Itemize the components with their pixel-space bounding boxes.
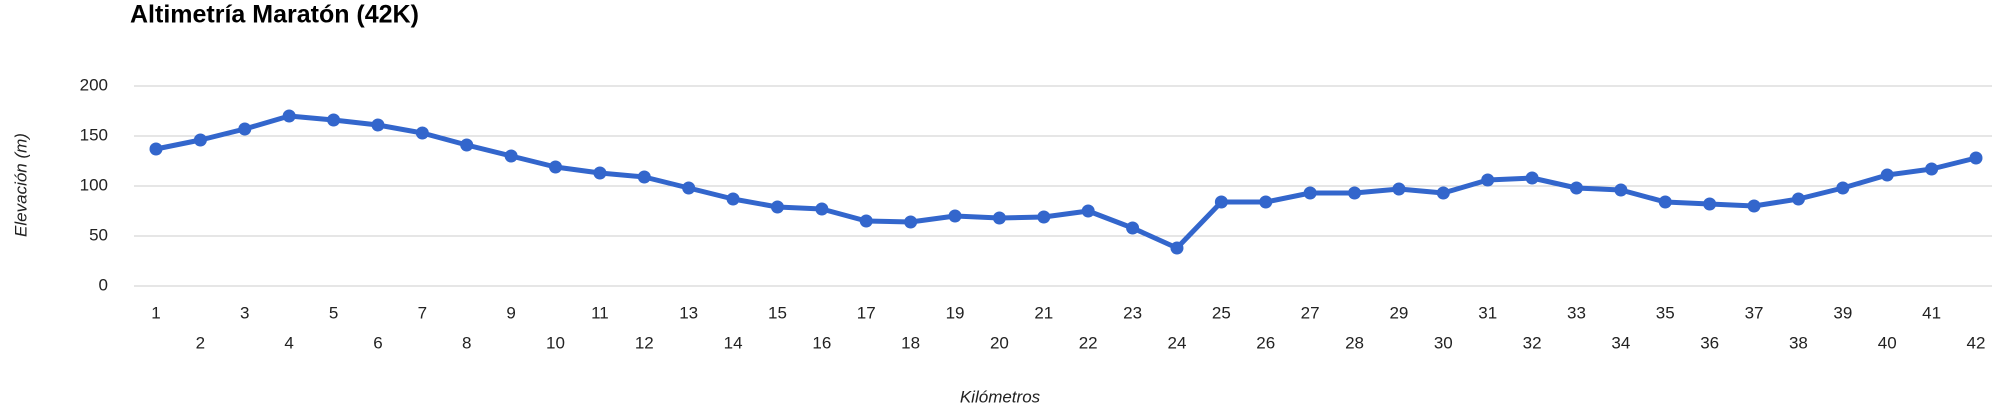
x-tick-label: 27	[1301, 303, 1320, 322]
point	[1703, 197, 1717, 211]
point	[193, 133, 207, 147]
point	[149, 142, 163, 156]
point	[1658, 195, 1672, 209]
y-tick-label: 0	[99, 275, 108, 294]
point	[1126, 221, 1140, 235]
x-tick-label: 40	[1878, 333, 1897, 352]
x-axis-title: Kilómetros	[960, 387, 1041, 406]
x-tick-label: 10	[546, 333, 565, 352]
point	[327, 113, 341, 127]
x-tick-label: 19	[946, 303, 965, 322]
x-tick-label: 31	[1478, 303, 1497, 322]
y-tick-label: 200	[80, 75, 108, 94]
x-tick-label: 28	[1345, 333, 1364, 352]
point	[1436, 186, 1450, 200]
point	[682, 181, 696, 195]
point	[1791, 192, 1805, 206]
point	[859, 214, 873, 228]
point	[460, 138, 474, 152]
x-tick-label: 21	[1034, 303, 1053, 322]
x-tick-label: 38	[1789, 333, 1808, 352]
x-tick-label: 7	[418, 303, 427, 322]
point	[371, 118, 385, 132]
x-tick-label: 18	[901, 333, 920, 352]
x-tick-label: 14	[724, 333, 743, 352]
x-tick-label: 12	[635, 333, 654, 352]
point	[1836, 181, 1850, 195]
point	[593, 166, 607, 180]
x-tick-label: 30	[1434, 333, 1453, 352]
x-tick-label: 29	[1389, 303, 1408, 322]
x-tick-label: 1	[151, 303, 160, 322]
x-tick-label: 25	[1212, 303, 1231, 322]
x-tick-label: 20	[990, 333, 1009, 352]
point	[1303, 186, 1317, 200]
point	[904, 215, 918, 229]
x-tick-label: 8	[462, 333, 471, 352]
point	[1525, 171, 1539, 185]
point	[637, 170, 651, 184]
chart-title: Altimetría Maratón (42K)	[130, 1, 419, 29]
x-tick-label: 9	[506, 303, 515, 322]
point	[415, 126, 429, 140]
point	[1969, 151, 1983, 165]
point	[1037, 210, 1051, 224]
x-tick-label: 26	[1256, 333, 1275, 352]
x-tick-label: 3	[240, 303, 249, 322]
x-tick-label: 4	[284, 333, 293, 352]
x-tick-label: 11	[591, 303, 609, 322]
point	[1925, 162, 1939, 176]
point	[948, 209, 962, 223]
point	[726, 192, 740, 206]
point	[1170, 241, 1184, 255]
x-tick-label: 35	[1656, 303, 1675, 322]
x-tick-label: 22	[1079, 333, 1098, 352]
x-tick-label: 15	[768, 303, 787, 322]
x-tick-label: 36	[1700, 333, 1719, 352]
point	[1481, 173, 1495, 187]
point	[1569, 181, 1583, 195]
x-tick-label: 41	[1922, 303, 1941, 322]
x-tick-label: 23	[1123, 303, 1142, 322]
point	[815, 202, 829, 216]
x-tick-label: 32	[1523, 333, 1542, 352]
point	[1214, 195, 1228, 209]
x-tick-label: 16	[812, 333, 831, 352]
point	[1081, 204, 1095, 218]
point	[1880, 168, 1894, 182]
point	[992, 211, 1006, 225]
x-tick-label: 39	[1833, 303, 1852, 322]
point	[1259, 195, 1273, 209]
x-tick-label: 17	[857, 303, 876, 322]
y-tick-label: 50	[89, 225, 108, 244]
x-tick-label: 34	[1611, 333, 1630, 352]
x-tick-label: 24	[1168, 333, 1187, 352]
x-tick-label: 5	[329, 303, 338, 322]
point	[1747, 199, 1761, 213]
y-tick-label: 100	[80, 175, 108, 194]
x-tick-label: 13	[679, 303, 698, 322]
x-tick-label: 2	[196, 333, 205, 352]
line	[155, 113, 1977, 251]
y-tick-label: 150	[80, 125, 108, 144]
point	[238, 122, 252, 136]
x-tick-label: 6	[373, 333, 382, 352]
point	[770, 200, 784, 214]
y-axis-title: Elevación (m)	[11, 133, 30, 237]
point	[282, 109, 296, 123]
x-tick-label: 42	[1967, 333, 1986, 352]
x-tick-label: 37	[1745, 303, 1764, 322]
point	[549, 160, 563, 174]
point	[1348, 186, 1362, 200]
point	[1392, 182, 1406, 196]
x-tick-label: 33	[1567, 303, 1586, 322]
point	[504, 149, 518, 163]
point	[1614, 183, 1628, 197]
